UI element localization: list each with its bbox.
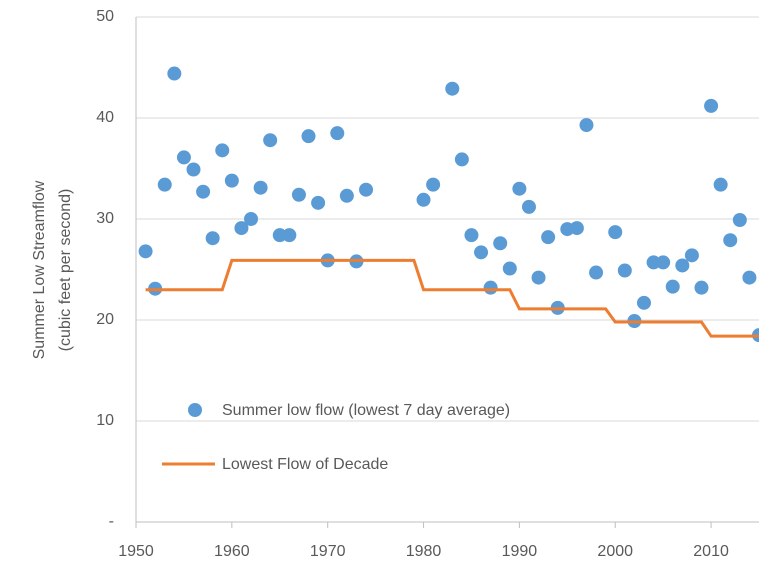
point — [291, 187, 306, 202]
point — [723, 233, 738, 248]
y-tick-label: 40 — [96, 109, 114, 126]
point — [608, 225, 623, 240]
y-axis-label: Summer Low Streamflow — [31, 180, 48, 359]
legend-label: Lowest Flow of Decade — [222, 456, 389, 473]
point — [579, 118, 594, 133]
point — [713, 177, 728, 192]
point — [359, 182, 374, 197]
x-tick-label: 1950 — [118, 543, 154, 560]
point — [253, 180, 268, 195]
x-tick-label: 1980 — [406, 543, 442, 560]
point — [186, 162, 201, 177]
y-axis-label: (cubic feet per second) — [57, 189, 74, 352]
point — [474, 245, 489, 260]
point — [196, 184, 211, 199]
point — [694, 280, 709, 295]
point — [215, 143, 230, 158]
point — [521, 199, 536, 214]
point — [636, 295, 651, 310]
y-tick-label: 10 — [96, 412, 114, 429]
point — [339, 188, 354, 203]
x-tick-label: 2010 — [693, 543, 729, 560]
point — [541, 230, 556, 245]
point — [157, 177, 172, 192]
point — [675, 258, 690, 273]
point — [272, 228, 287, 243]
point — [263, 133, 278, 148]
point — [454, 152, 469, 167]
x-tick-label: 1990 — [502, 543, 538, 560]
point — [234, 221, 249, 236]
point — [493, 236, 508, 251]
point — [426, 177, 441, 192]
point — [665, 279, 680, 294]
point — [244, 212, 259, 226]
point — [617, 263, 632, 278]
point — [445, 81, 460, 96]
point — [464, 228, 479, 243]
point — [512, 181, 527, 196]
point — [224, 173, 239, 188]
point — [483, 280, 498, 295]
point — [138, 244, 153, 259]
point — [502, 261, 517, 276]
y-tick-label: 50 — [96, 8, 114, 25]
point — [176, 150, 191, 165]
y-tick-label: 30 — [96, 210, 114, 227]
point — [742, 270, 757, 285]
point — [416, 192, 431, 207]
point — [589, 265, 604, 280]
legend-label: Summer low flow (lowest 7 day average) — [222, 402, 511, 419]
point — [531, 270, 546, 285]
y-tick-label: - — [109, 513, 114, 530]
point — [656, 255, 671, 270]
point — [684, 248, 699, 263]
point — [732, 213, 747, 228]
point — [282, 228, 297, 243]
legend-marker — [188, 403, 202, 417]
x-tick-label: 2000 — [597, 543, 633, 560]
point — [704, 98, 719, 113]
point — [646, 255, 661, 270]
x-tick-label: 1960 — [214, 543, 250, 560]
point — [311, 195, 326, 210]
x-tick-label: 1970 — [310, 543, 346, 560]
point — [167, 66, 182, 81]
y-tick-label: 20 — [96, 311, 114, 328]
point — [205, 231, 220, 246]
decade-line — [145, 258, 759, 338]
point — [569, 221, 584, 236]
point — [301, 129, 316, 144]
point — [330, 126, 345, 141]
